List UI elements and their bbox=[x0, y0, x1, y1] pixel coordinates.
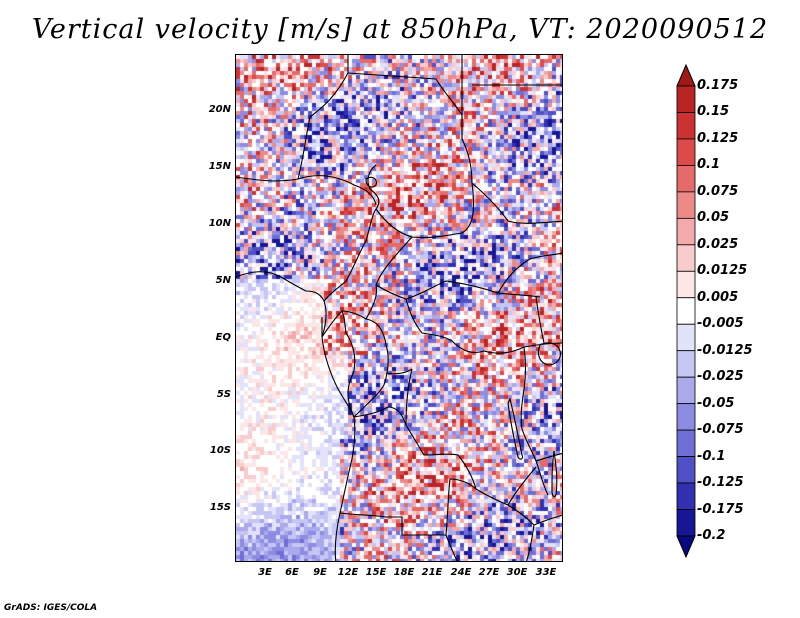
lon-label-30e: 30E bbox=[506, 567, 528, 578]
border-drc-n bbox=[405, 298, 525, 354]
border-ea3 bbox=[535, 452, 562, 462]
border-drc-s bbox=[353, 406, 537, 506]
lon-label-24e: 24E bbox=[450, 567, 472, 578]
lat-label-15n: 15N bbox=[208, 161, 231, 172]
colorbar-label: 0.125 bbox=[697, 130, 739, 146]
colorbar-segment bbox=[676, 376, 696, 405]
lat-label-15s: 15S bbox=[209, 502, 231, 513]
colorbar-segment bbox=[676, 482, 696, 510]
colorbar-segment bbox=[676, 244, 696, 272]
colorbar-label: 0.025 bbox=[697, 236, 739, 252]
colorbar-segment bbox=[676, 323, 696, 352]
colorbar-label: 0.15 bbox=[697, 104, 730, 120]
lake-victoria bbox=[537, 342, 561, 366]
border-congo-river bbox=[385, 368, 413, 426]
colorbar-segment bbox=[676, 403, 696, 431]
lon-label-9e: 9E bbox=[313, 567, 327, 578]
colorbar-segment bbox=[676, 350, 696, 378]
lon-label-3e: 3E bbox=[258, 567, 272, 578]
border-ang-s bbox=[339, 512, 458, 561]
lon-label-33e: 33E bbox=[535, 567, 557, 578]
lat-label-eq: EQ bbox=[215, 332, 231, 343]
colorbar-label: 0.005 bbox=[697, 289, 739, 305]
border-moz bbox=[526, 524, 535, 561]
colorbar-segment bbox=[676, 217, 696, 246]
lat-label-5s: 5S bbox=[216, 389, 231, 400]
map-panel bbox=[235, 54, 563, 562]
lat-label-20n: 20N bbox=[208, 104, 231, 115]
lake-chad bbox=[365, 176, 377, 188]
border-cam2 bbox=[323, 208, 377, 302]
colorbar-label: -0.005 bbox=[697, 316, 744, 332]
colorbar-label: 0.1 bbox=[697, 157, 721, 173]
lon-label-6e: 6E bbox=[285, 567, 299, 578]
colorbar-segment bbox=[676, 165, 696, 193]
footer-credit: GrADS: IGES/COLA bbox=[4, 603, 98, 613]
lon-label-18e: 18E bbox=[393, 567, 415, 578]
border-zam bbox=[445, 478, 477, 536]
colorbar-label: -0.175 bbox=[697, 501, 744, 517]
colorbar-top-triangle bbox=[676, 64, 696, 87]
colorbar-segment bbox=[676, 456, 696, 484]
colorbar-label: 0.05 bbox=[697, 210, 730, 226]
border-cam bbox=[321, 284, 378, 338]
colorbar bbox=[676, 64, 696, 558]
country-borders bbox=[236, 55, 562, 561]
lake-tanganyika bbox=[507, 397, 524, 460]
colorbar-segment bbox=[676, 191, 696, 219]
border-zam-e bbox=[507, 504, 562, 526]
border-drc-e bbox=[520, 346, 549, 496]
border-chad-s bbox=[375, 182, 475, 239]
colorbar-segment bbox=[676, 509, 696, 537]
colorbar-segment bbox=[676, 112, 696, 140]
colorbar-label: -0.1 bbox=[697, 448, 726, 464]
colorbar-label: 0.175 bbox=[697, 78, 739, 93]
lake-malawi bbox=[551, 450, 558, 498]
colorbar-label: 0.0125 bbox=[697, 263, 748, 279]
border-ssudan bbox=[497, 252, 562, 294]
border-n4 bbox=[461, 55, 473, 184]
border-n3 bbox=[347, 72, 463, 139]
lon-label-12e: 12E bbox=[337, 567, 359, 578]
colorbar-segment bbox=[676, 297, 696, 325]
border-n2 bbox=[297, 55, 349, 180]
border-congo bbox=[353, 318, 389, 418]
colorbar-label: -0.2 bbox=[697, 528, 726, 543]
colorbar-label: -0.125 bbox=[697, 475, 744, 491]
lat-label-5n: 5N bbox=[215, 275, 231, 286]
colorbar-label: -0.025 bbox=[697, 369, 744, 385]
chart-title: Vertical velocity [m/s] at 850hPa, VT: 2… bbox=[31, 14, 769, 45]
colorbar-segment bbox=[676, 429, 696, 457]
velocity-field bbox=[236, 55, 562, 561]
lat-label-10n: 10N bbox=[208, 218, 231, 229]
colorbar-label: -0.0125 bbox=[697, 342, 753, 358]
colorbar-bottom-triangle bbox=[676, 535, 696, 558]
border-n1 bbox=[236, 175, 377, 206]
colorbar-label: -0.05 bbox=[697, 395, 735, 411]
colorbar-label: -0.075 bbox=[697, 422, 744, 438]
border-chad bbox=[367, 164, 380, 210]
colorbar-segment bbox=[676, 270, 696, 299]
coastline bbox=[236, 271, 356, 561]
lat-label-10s: 10S bbox=[209, 445, 231, 456]
colorbar-segment bbox=[676, 138, 696, 166]
colorbar-label: 0.075 bbox=[697, 183, 739, 199]
border-ea2 bbox=[535, 296, 545, 344]
lon-label-21e: 21E bbox=[421, 567, 443, 578]
colorbar-segment bbox=[676, 85, 696, 113]
border-sudan bbox=[471, 182, 562, 224]
lon-label-15e: 15E bbox=[365, 567, 387, 578]
lon-label-27e: 27E bbox=[478, 567, 500, 578]
border-car bbox=[375, 236, 541, 300]
border-gab bbox=[321, 310, 356, 418]
